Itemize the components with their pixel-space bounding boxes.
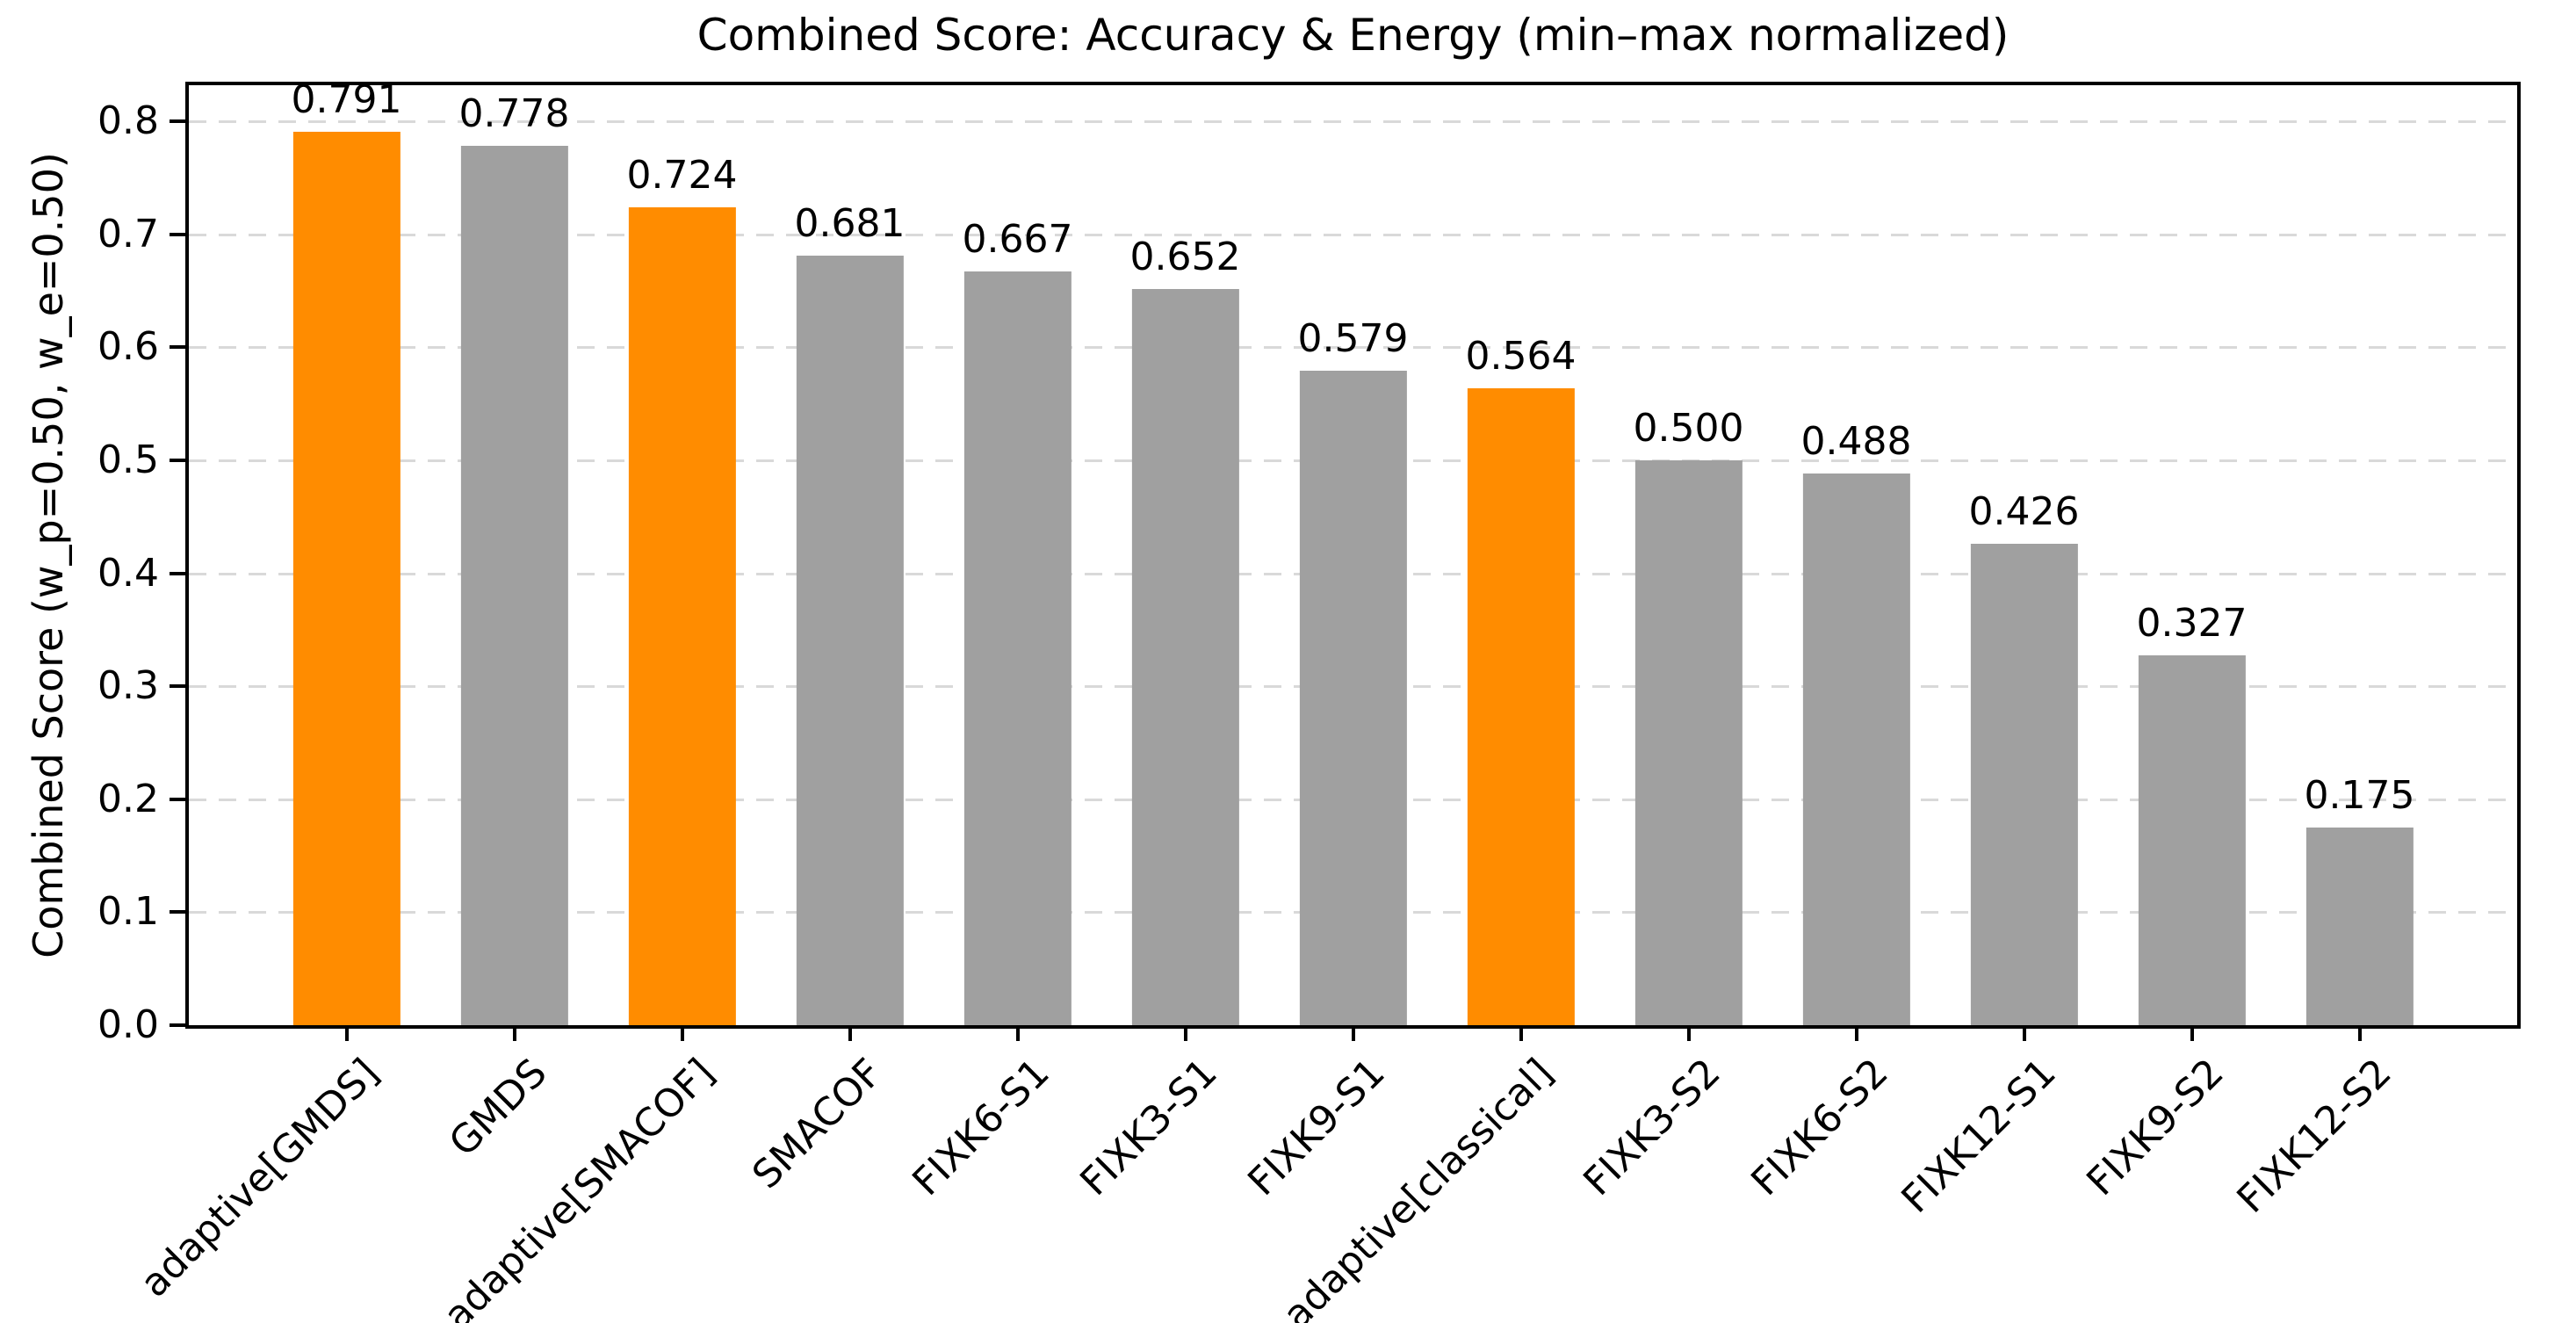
x-tick-label-FIXK12-S2: FIXK12-S2 <box>2228 1050 2401 1222</box>
x-tick-mark-adaptive[classical] <box>1519 1025 1523 1041</box>
value-label-adaptive[GMDS]: 0.791 <box>291 76 402 122</box>
x-tick-label-FIXK3-S2: FIXK3-S2 <box>1575 1050 1730 1205</box>
bar-slot-adaptive[SMACOF]: 0.724 <box>598 85 766 1025</box>
plot-area: 0.791 0.778 0.724 0.681 0.667 0.652 0.579 0.564… <box>185 80 2521 1029</box>
y-tick-mark-0.2 <box>170 797 185 801</box>
value-label-FIXK3-S1: 0.652 <box>1129 234 1241 279</box>
x-tick-mark-FIXK3-S2 <box>1686 1025 1691 1041</box>
bar-FIXK9-S2 <box>2138 655 2246 1025</box>
y-tick-mark-0.4 <box>170 571 185 575</box>
x-tick-mark-SMACOF <box>848 1025 852 1041</box>
y-tick-mark-0.6 <box>170 345 185 350</box>
x-tick-label-FIXK12-S1: FIXK12-S1 <box>1893 1050 2066 1222</box>
y-tick-label-0.3: 0.3 <box>97 663 159 709</box>
y-tick-label-0.2: 0.2 <box>97 776 159 821</box>
bars-container: 0.791 0.778 0.724 0.681 0.667 0.652 0.579 0.564… <box>189 80 2517 1025</box>
bar-slot-GMDS: 0.778 <box>430 85 598 1025</box>
bar-slot-FIXK9-S1: 0.579 <box>1269 85 1437 1025</box>
bar-FIXK6-S1 <box>963 271 1072 1025</box>
y-tick-label-0.5: 0.5 <box>97 437 159 482</box>
x-tick-mark-GMDS <box>512 1025 516 1041</box>
bar-FIXK9-S1 <box>1299 371 1407 1025</box>
bar-slot-FIXK9-S2: 0.327 <box>2108 85 2276 1025</box>
value-label-FIXK12-S2: 0.175 <box>2304 772 2415 818</box>
x-tick-mark-adaptive[SMACOF] <box>680 1025 684 1041</box>
chart-title: Combined Score: Accuracy & Energy (min–m… <box>696 10 2010 61</box>
y-tick-label-0.6: 0.6 <box>97 324 159 370</box>
bar-slot-FIXK12-S2: 0.175 <box>2276 85 2443 1025</box>
y-tick-label-0.4: 0.4 <box>97 550 159 596</box>
bar-FIXK12-S1 <box>1970 544 2078 1025</box>
value-label-FIXK9-S2: 0.327 <box>2136 601 2248 647</box>
bar-GMDS <box>460 146 568 1025</box>
value-label-adaptive[classical]: 0.564 <box>1465 333 1577 379</box>
y-tick-label-0.1: 0.1 <box>97 889 159 935</box>
x-tick-label-FIXK9-S2: FIXK9-S2 <box>2078 1050 2233 1205</box>
value-label-FIXK3-S2: 0.500 <box>1633 405 1744 451</box>
y-tick-mark-0.1 <box>170 910 185 915</box>
x-tick-label-adaptive[SMACOF]: adaptive[SMACOF] <box>435 1050 724 1323</box>
x-tick-mark-FIXK6-S1 <box>1015 1025 1020 1041</box>
x-tick-mark-FIXK3-S1 <box>1183 1025 1187 1041</box>
highlighted-bar-adaptive[classical] <box>1467 387 1575 1025</box>
value-label-FIXK12-S1: 0.426 <box>1968 489 2080 535</box>
gridline-y-0.7 <box>189 233 2517 236</box>
bar-slot-adaptive[classical]: 0.564 <box>1437 85 1605 1025</box>
bar-slot-FIXK6-S1: 0.667 <box>934 85 1101 1025</box>
bar-SMACOF <box>796 256 904 1025</box>
x-tick-mark-FIXK12-S2 <box>2357 1025 2362 1041</box>
y-tick-mark-0.8 <box>170 119 185 124</box>
bar-slot-FIXK6-S2: 0.488 <box>1772 85 1940 1025</box>
y-tick-mark-0.7 <box>170 232 185 236</box>
gridline-y-0.6 <box>189 346 2517 350</box>
value-label-FIXK6-S1: 0.667 <box>962 217 1073 263</box>
x-tick-label-SMACOF: SMACOF <box>743 1050 891 1198</box>
highlighted-bar-adaptive[SMACOF] <box>628 206 736 1025</box>
gridline-y-0.8 <box>189 120 2517 124</box>
bar-FIXK12-S2 <box>2305 827 2414 1025</box>
bar-FIXK3-S1 <box>1131 288 1239 1025</box>
value-label-FIXK9-S1: 0.579 <box>1297 316 1409 362</box>
value-label-adaptive[SMACOF]: 0.724 <box>626 152 738 198</box>
bar-slot-FIXK3-S1: 0.652 <box>1101 85 1269 1025</box>
y-tick-mark-0.3 <box>170 684 185 689</box>
x-tick-mark-FIXK9-S1 <box>1351 1025 1355 1041</box>
value-label-FIXK6-S2: 0.488 <box>1800 419 1912 465</box>
y-tick-label-0.0: 0.0 <box>97 1002 159 1047</box>
x-tick-label-FIXK9-S1: FIXK9-S1 <box>1239 1050 1395 1205</box>
bar-slot-FIXK12-S1: 0.426 <box>1940 85 2108 1025</box>
bar-slot-SMACOF: 0.681 <box>766 85 934 1025</box>
bar-FIXK3-S2 <box>1634 459 1743 1025</box>
y-tick-mark-0.0 <box>170 1023 185 1027</box>
y-tick-label-0.7: 0.7 <box>97 211 159 257</box>
x-tick-mark-adaptive[GMDS] <box>344 1025 349 1041</box>
bar-slot-FIXK3-S2: 0.500 <box>1605 85 1772 1025</box>
x-tick-label-FIXK6-S1: FIXK6-S1 <box>904 1050 1059 1205</box>
x-tick-label-adaptive[GMDS]: adaptive[GMDS] <box>132 1050 388 1306</box>
x-tick-mark-FIXK12-S1 <box>2022 1025 2026 1041</box>
x-tick-mark-FIXK9-S2 <box>2190 1025 2194 1041</box>
x-tick-mark-FIXK6-S2 <box>1854 1025 1858 1041</box>
x-tick-label-FIXK6-S2: FIXK6-S2 <box>1743 1050 1898 1205</box>
bar-FIXK6-S2 <box>1802 474 1910 1025</box>
highlighted-bar-adaptive[GMDS] <box>292 131 400 1025</box>
x-tick-label-FIXK3-S1: FIXK3-S1 <box>1072 1050 1227 1205</box>
y-tick-mark-0.5 <box>170 458 185 462</box>
value-label-SMACOF: 0.681 <box>794 201 906 247</box>
value-label-GMDS: 0.778 <box>458 91 570 137</box>
x-tick-label-GMDS: GMDS <box>440 1050 556 1166</box>
y-tick-label-0.8: 0.8 <box>97 98 159 144</box>
bar-slot-adaptive[GMDS]: 0.791 <box>263 80 430 1025</box>
